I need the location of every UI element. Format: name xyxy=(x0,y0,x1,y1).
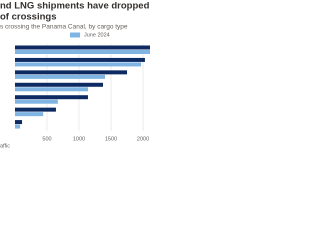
x-tick-label: 1500 xyxy=(105,136,117,142)
bar xyxy=(14,62,142,67)
bar xyxy=(14,74,105,79)
bar xyxy=(14,95,88,100)
bar xyxy=(14,99,58,104)
bar xyxy=(14,87,88,92)
bar xyxy=(14,120,23,125)
chart-subtitle: s crossing the Panama Canal, by cargo ty… xyxy=(0,24,128,31)
bar xyxy=(14,82,104,87)
legend-swatch xyxy=(70,32,80,38)
chart: nd LNG shipments have dropped since the … xyxy=(0,1,150,149)
bar xyxy=(14,107,56,112)
x-tick-label: 1000 xyxy=(73,136,85,142)
x-tick-label: 2000 xyxy=(137,136,149,142)
bar xyxy=(14,50,150,54)
bar xyxy=(14,70,128,75)
x-tick-label: 500 xyxy=(42,136,51,142)
bar xyxy=(14,112,44,117)
bar xyxy=(14,45,150,50)
legend-label: June 2024 xyxy=(84,32,110,38)
chart-title: of crossings xyxy=(0,12,57,23)
source: affic xyxy=(0,143,10,149)
bar xyxy=(14,124,21,129)
chart-title: nd LNG shipments have dropped since the … xyxy=(0,1,150,12)
bar xyxy=(14,57,145,62)
